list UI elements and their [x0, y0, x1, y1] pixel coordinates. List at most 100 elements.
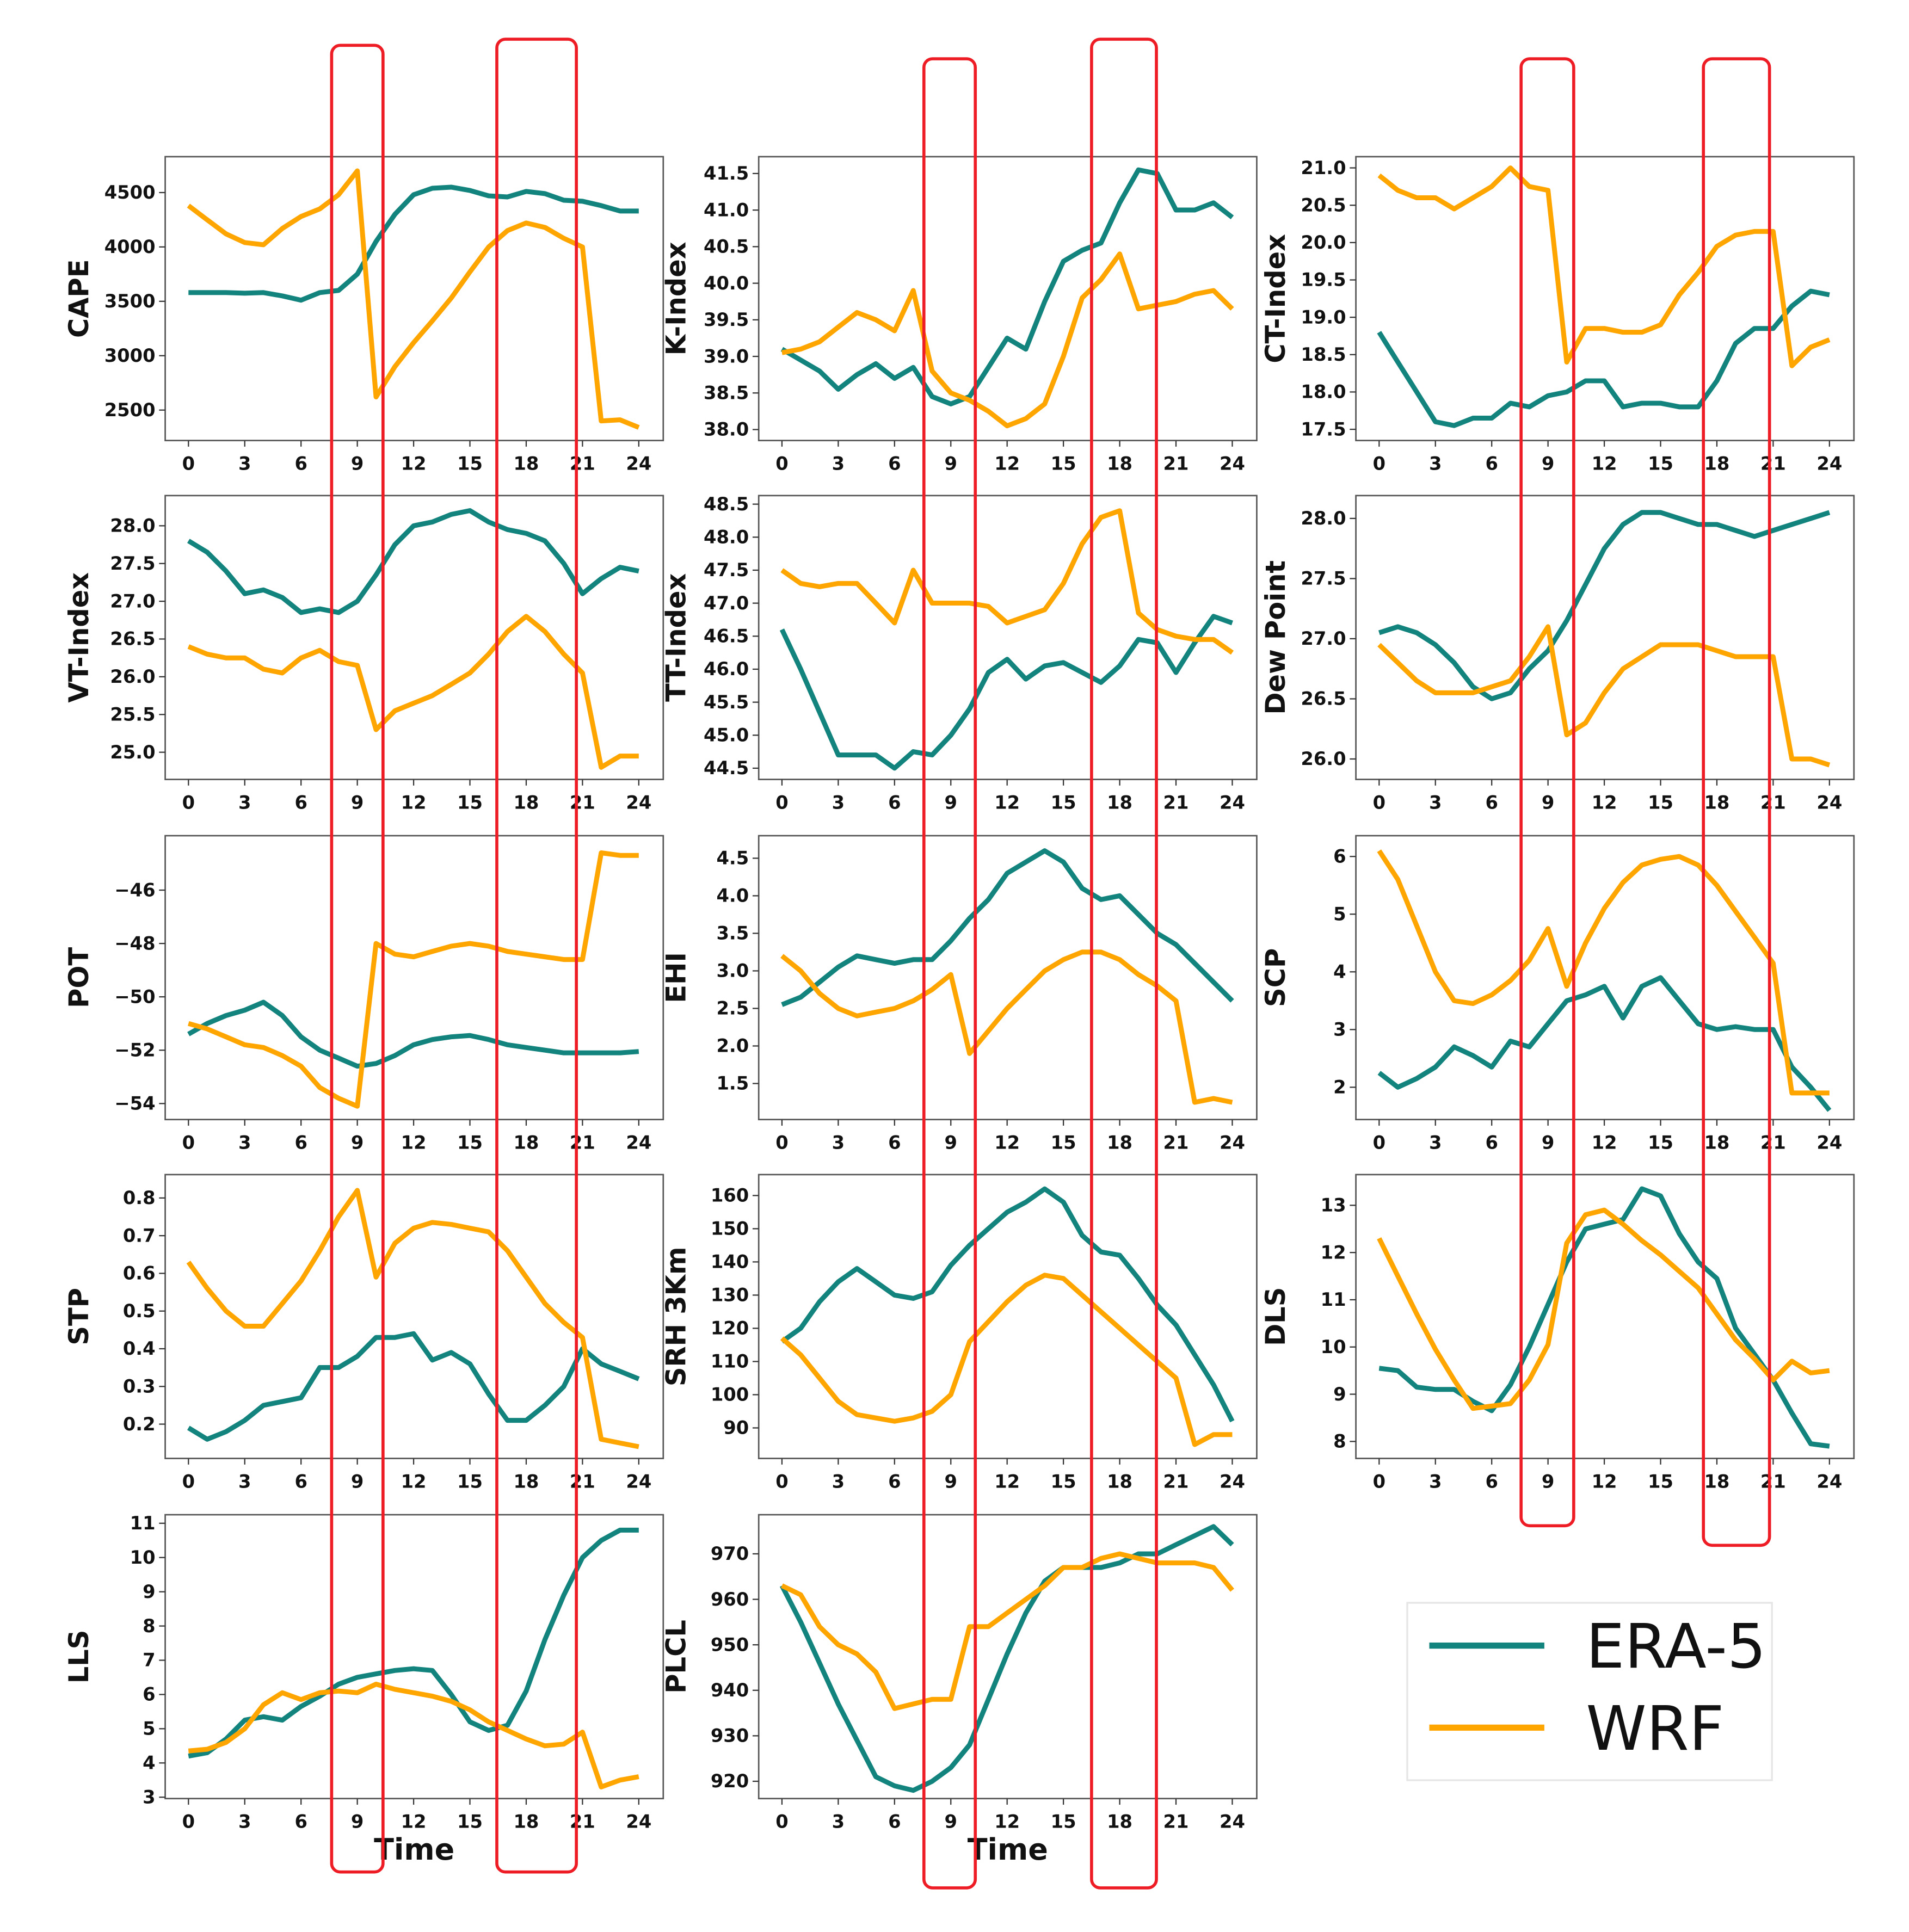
- x-tick-label: 9: [351, 792, 364, 813]
- y-tick-label: 0.7: [123, 1225, 156, 1246]
- y-tick-label: 47.5: [704, 559, 749, 581]
- x-tick-label: 18: [1704, 792, 1729, 813]
- y-tick-label: 7: [143, 1650, 155, 1671]
- y-tick-label: 2500: [104, 399, 156, 421]
- axes-frame: [164, 835, 664, 1121]
- x-tick-label: 24: [626, 453, 651, 474]
- x-tick-label: 6: [888, 1811, 901, 1832]
- y-tick-label: 140: [711, 1251, 749, 1273]
- x-tick-label: 0: [1373, 1132, 1385, 1153]
- series-line-era5: [779, 614, 1233, 771]
- y-tick-label: 27.5: [110, 553, 155, 574]
- y-tick-label: 4.0: [716, 885, 749, 906]
- y-axis-label: Dew Point: [1260, 560, 1291, 715]
- x-tick-label: 12: [994, 1811, 1020, 1832]
- x-tick-label: 12: [401, 1132, 427, 1153]
- y-axis-label: TT-Index: [660, 573, 692, 701]
- x-tick-label: 12: [1592, 1471, 1617, 1492]
- highlight-box: [1702, 57, 1771, 1547]
- x-tick-label: 0: [182, 1471, 195, 1492]
- x-tick-label: 0: [775, 453, 788, 474]
- subplot-vt-index: 0 3 6 9 12 15 18 21 24 25.0 25.5 26.0 26.5 27.0 27.5 28…: [63, 495, 664, 813]
- x-tick-label: 24: [1220, 792, 1245, 813]
- x-tick-label: 3: [238, 1132, 251, 1153]
- x-tick-label: 9: [1542, 453, 1554, 474]
- x-tick-label: 18: [1704, 1471, 1729, 1492]
- y-axis-label: K-Index: [660, 242, 692, 355]
- y-tick-label: 2: [1333, 1077, 1346, 1098]
- series-line-era5: [1377, 288, 1830, 428]
- x-tick-label: 12: [994, 1132, 1020, 1153]
- y-tick-label: 940: [711, 1680, 749, 1701]
- series-line-era5: [1378, 510, 1831, 701]
- series-line-era5: [188, 1527, 639, 1759]
- y-tick-label: 10: [1321, 1336, 1346, 1357]
- x-tick-label: 21: [1163, 1811, 1189, 1832]
- y-tick-label: 920: [711, 1770, 749, 1792]
- series-line-wrf: [1377, 849, 1830, 1096]
- x-tick-label: 12: [401, 453, 427, 474]
- y-axis-label: VT-Index: [63, 572, 95, 703]
- x-tick-label: 15: [1051, 1471, 1076, 1492]
- y-tick-label: 44.5: [704, 757, 749, 779]
- x-tick-label: 21: [1163, 1471, 1189, 1492]
- y-tick-label: 9: [143, 1581, 155, 1602]
- y-tick-label: 2.0: [716, 1035, 749, 1057]
- y-tick-label: 19.0: [1301, 306, 1346, 328]
- y-tick-label: 27.0: [1301, 628, 1346, 649]
- x-tick-label: 15: [457, 1132, 483, 1153]
- x-tick-label: 18: [513, 1471, 539, 1492]
- x-tick-label: 0: [1373, 1471, 1385, 1492]
- x-tick-label: 21: [570, 792, 595, 813]
- x-tick-label: 18: [1704, 1132, 1729, 1153]
- series-line-era5: [187, 999, 639, 1069]
- x-tick-label: 3: [238, 1471, 251, 1492]
- y-tick-label: 110: [711, 1351, 749, 1372]
- x-tick-label: 3: [832, 792, 845, 813]
- y-tick-label: 28.0: [1301, 508, 1346, 529]
- y-tick-label: 5: [143, 1718, 155, 1739]
- series-line-era5: [780, 167, 1234, 406]
- x-tick-label: 15: [1051, 1132, 1076, 1153]
- x-tick-label: 24: [626, 1471, 651, 1492]
- y-tick-label: 3000: [104, 345, 156, 366]
- y-tick-label: 3.0: [716, 960, 749, 982]
- subplot-cape: 0 3 6 9 12 15 18 21 24 2500 3000 3500 4000 4500 CAPE: [63, 156, 664, 474]
- y-axis-label: STP: [63, 1288, 95, 1345]
- x-tick-label: 24: [1220, 1132, 1245, 1153]
- x-tick-label: 18: [1704, 453, 1729, 474]
- y-tick-label: 2.5: [716, 998, 749, 1019]
- x-tick-label: 24: [1220, 453, 1245, 474]
- subplot-srh-3km: 0 3 6 9 12 15 18 21 24 90 100 110 120 130 140 150 160 SRH…: [660, 1174, 1258, 1492]
- x-tick-label: 0: [775, 1811, 788, 1832]
- subplot-lls: 0 3 6 9 12 15 18 21 24 3 4 5 6 7 8 9 10 11 LLS Time: [63, 1513, 664, 1867]
- x-tick-label: 15: [1648, 453, 1673, 474]
- x-tick-label: 0: [182, 453, 195, 474]
- x-tick-label: 15: [457, 1811, 483, 1832]
- x-tick-label: 6: [1485, 1132, 1498, 1153]
- x-tick-label: 21: [1163, 792, 1189, 813]
- subplot-k-index: 0 3 6 9 12 15 18 21 24 38.0 38.5 39.0 39.5 40.0 40.5 41…: [660, 156, 1258, 474]
- x-tick-label: 21: [570, 1471, 595, 1492]
- x-tick-label: 9: [945, 453, 957, 474]
- x-tick-label: 9: [945, 1471, 957, 1492]
- axes-frame: [1355, 495, 1855, 780]
- x-tick-label: 18: [513, 792, 539, 813]
- y-tick-label: 0.2: [123, 1413, 156, 1435]
- x-tick-label: 3: [1429, 1132, 1442, 1153]
- y-tick-label: 39.5: [704, 309, 749, 330]
- y-tick-label: 26.5: [1301, 688, 1346, 709]
- x-tick-label: 24: [626, 1132, 651, 1153]
- series-line-wrf: [187, 614, 639, 770]
- x-tick-label: 21: [1163, 453, 1189, 474]
- y-tick-label: 26.5: [110, 628, 155, 650]
- highlight-box: [1519, 57, 1575, 1528]
- highlight-box: [495, 38, 578, 1874]
- x-tick-label: 3: [238, 453, 251, 474]
- y-axis-label: LLS: [63, 1630, 95, 1684]
- y-tick-label: 8: [1333, 1431, 1346, 1452]
- y-tick-label: 970: [711, 1543, 749, 1564]
- x-tick-label: 0: [182, 792, 195, 813]
- subplot-ct-index: 0 3 6 9 12 15 18 21 24 17.5 18.0 18.5 19.0 19.5 20.0 20…: [1260, 156, 1855, 474]
- x-tick-label: 12: [1592, 1132, 1617, 1153]
